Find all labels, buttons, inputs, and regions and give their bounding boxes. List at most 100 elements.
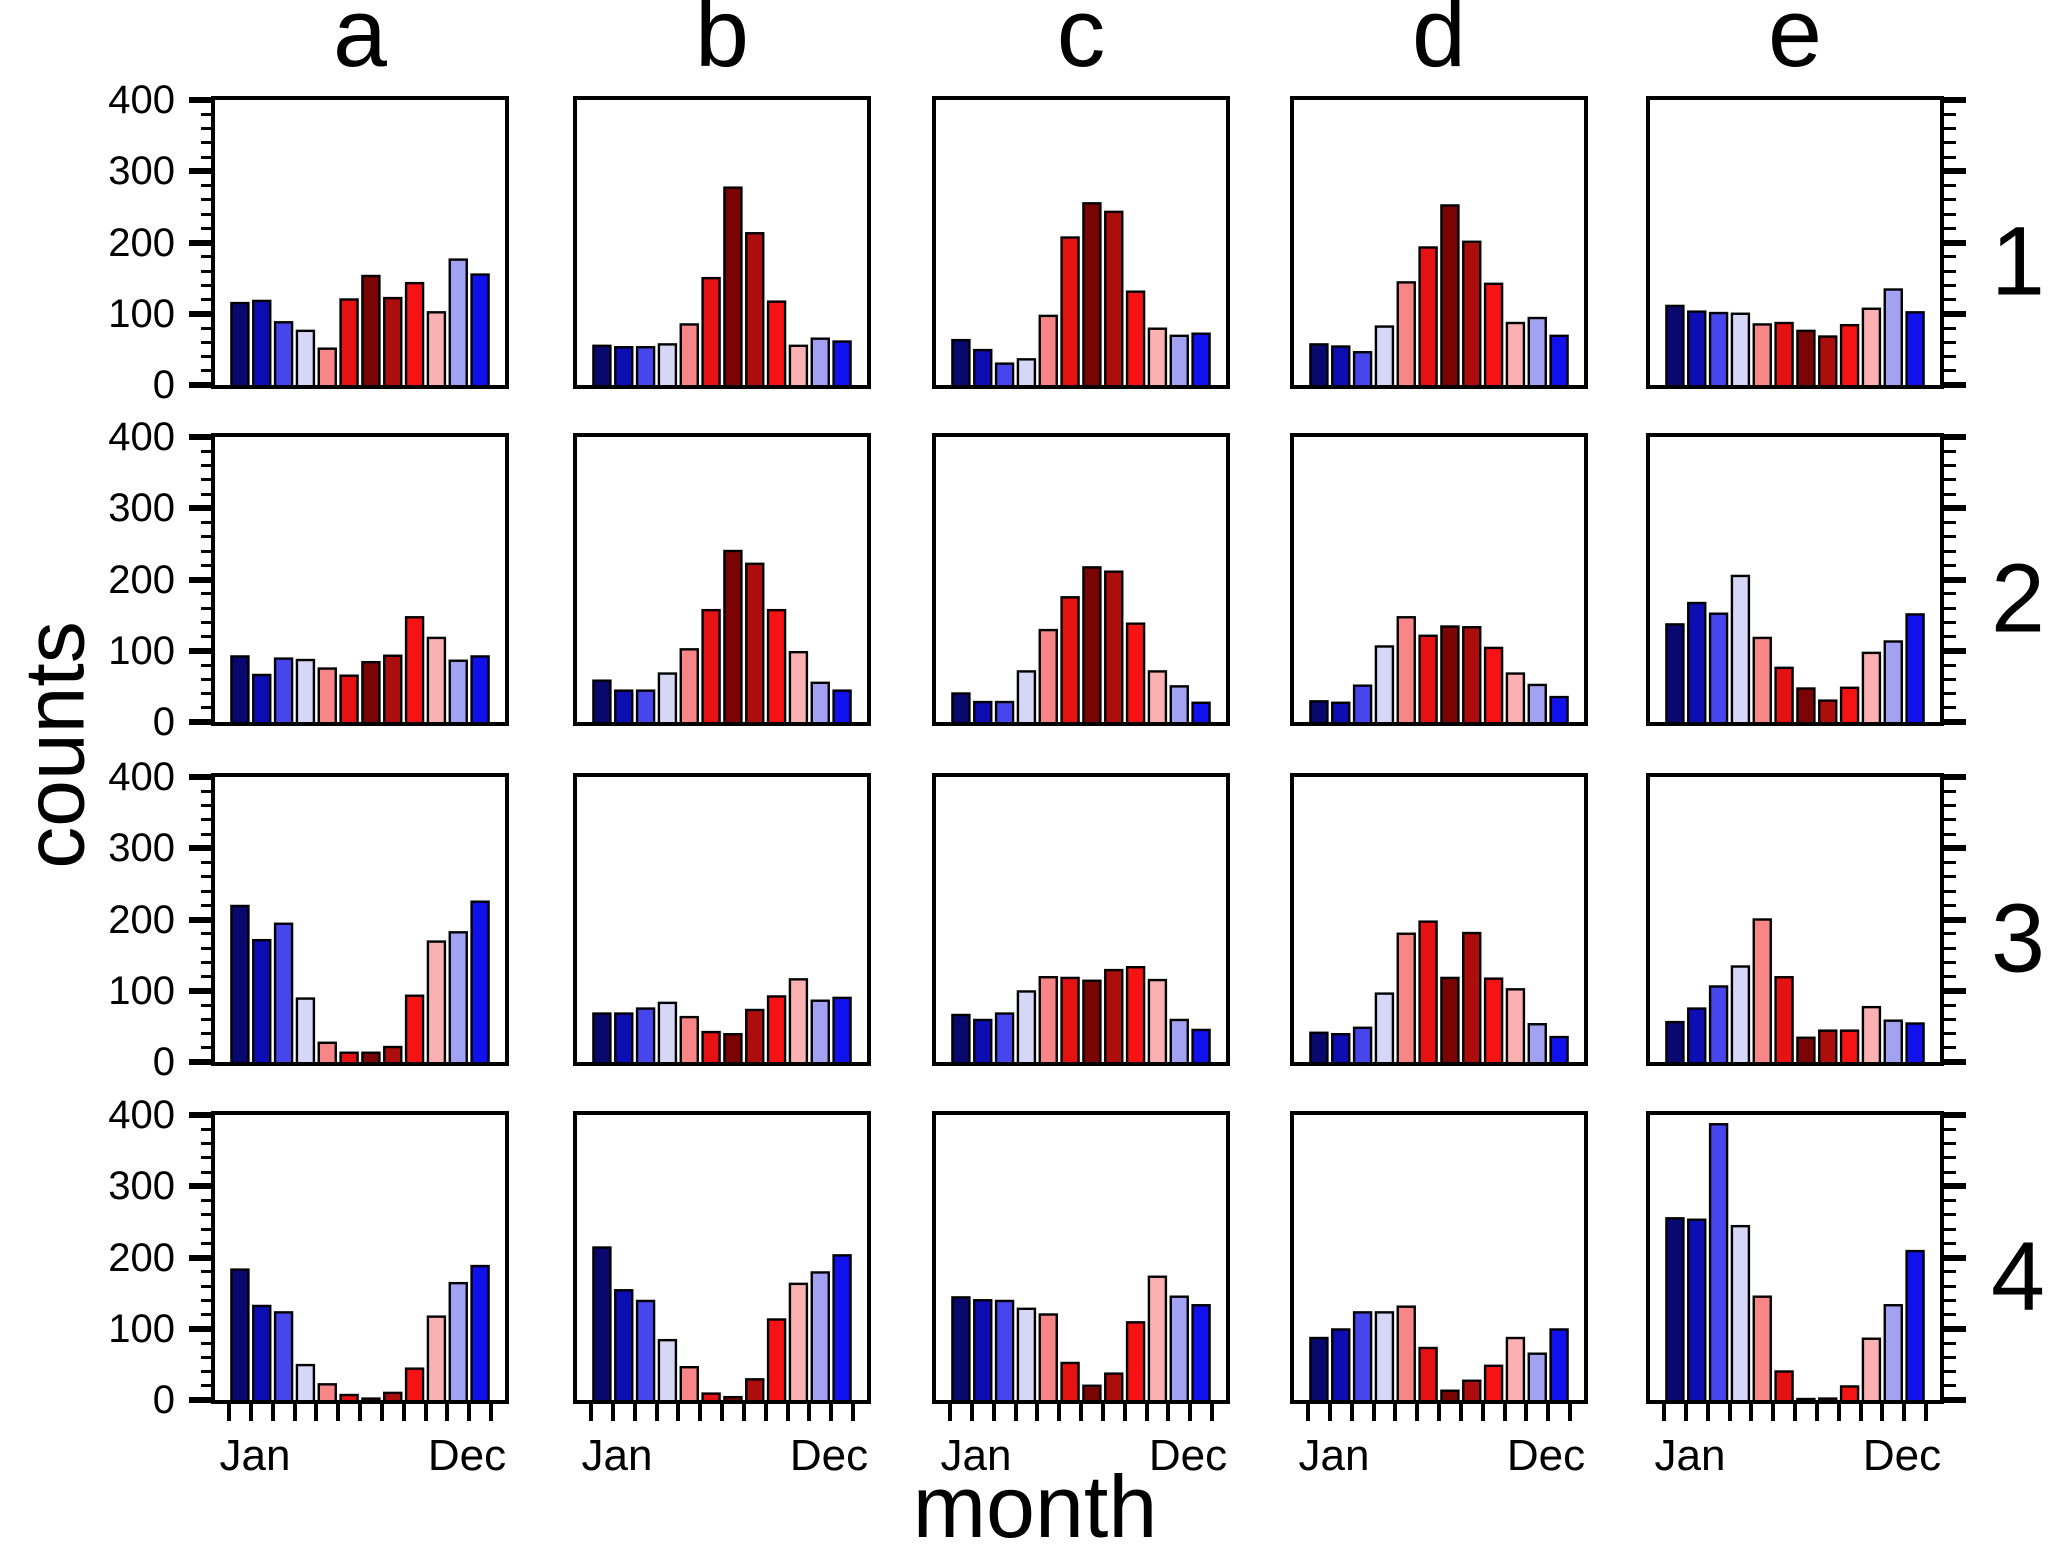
bar-a4-may (317, 1383, 337, 1400)
x-tick (467, 1404, 472, 1421)
bar-c4-jun (1060, 1361, 1080, 1400)
y-major-tick (1944, 1112, 1966, 1118)
y-minor-tick (201, 620, 215, 624)
column-title-b: b (695, 0, 749, 87)
bar-a4-oct (426, 1315, 447, 1400)
bar-a2-may (317, 667, 337, 722)
bar-a1-dec (470, 273, 490, 385)
x-tick (1349, 1404, 1354, 1421)
bar-d3-nov (1527, 1023, 1547, 1062)
y-minor-tick (201, 184, 215, 187)
y-minor-tick (1944, 492, 1956, 496)
bar-a3-jul (361, 1051, 381, 1062)
y-minor-tick (1944, 184, 1956, 187)
bar-c3-mar (994, 1012, 1015, 1062)
bar-d2-jun (1418, 634, 1438, 722)
bar-d2-apr (1374, 645, 1395, 722)
y-major-tick (1944, 1254, 1966, 1261)
bars-b4 (592, 1246, 852, 1400)
y-major-tick (1944, 434, 1966, 440)
bar-e2-sep (1839, 686, 1860, 722)
bar-e1-apr (1730, 312, 1751, 385)
y-minor-tick (1944, 1142, 1956, 1145)
bar-b2-jun (701, 608, 721, 722)
bar-e4-dec (1905, 1249, 1925, 1400)
y-tick-label: 100 (108, 291, 175, 336)
y-tick-label: 400 (108, 1093, 175, 1137)
x-tick (248, 1404, 253, 1421)
bar-a1-jan (230, 301, 250, 385)
y-minor-tick (201, 1032, 215, 1035)
y-major-tick (189, 434, 215, 440)
y-minor-tick (1944, 1213, 1956, 1217)
y-tick-label: 100 (108, 628, 175, 673)
x-tick (1371, 1404, 1376, 1421)
bar-d4-jul (1440, 1389, 1460, 1400)
bar-a3-aug (383, 1045, 403, 1062)
bar-a1-jul (361, 274, 381, 385)
subplot-d4 (1290, 1111, 1588, 1404)
y-minor-tick (201, 369, 215, 373)
y-minor-tick (1944, 1284, 1956, 1288)
x-tick (676, 1404, 681, 1421)
bar-c3-feb (973, 1018, 993, 1062)
y-major-tick (1944, 310, 1966, 317)
y-tick-label: 200 (108, 1235, 175, 1280)
y-minor-tick (1944, 549, 1956, 553)
x-tick (1727, 1404, 1732, 1421)
y-minor-tick (201, 932, 215, 936)
bar-d3-dec (1549, 1035, 1569, 1062)
y-minor-tick (201, 326, 215, 330)
x-tick (292, 1404, 297, 1421)
x-tick (1306, 1404, 1310, 1421)
y-minor-tick (201, 226, 215, 230)
x-tick (1749, 1404, 1754, 1421)
x-tick (1188, 1404, 1193, 1421)
bar-a4-jul (361, 1397, 381, 1400)
bar-d4-may (1396, 1305, 1416, 1400)
y-axis-title: counts (7, 621, 102, 869)
x-tick (948, 1404, 952, 1421)
y-minor-tick (201, 1384, 215, 1388)
x-tick (379, 1404, 384, 1421)
y-minor-tick (201, 1313, 215, 1316)
x-tick-label-jan: Jan (1654, 1431, 1726, 1480)
subplot-e3 (1646, 773, 1944, 1066)
bar-e3-jun (1774, 976, 1794, 1062)
y-minor-tick (1944, 1370, 1956, 1373)
bar-c2-dec (1191, 701, 1211, 722)
y-major-tick (1944, 774, 1966, 780)
y-minor-tick (1944, 1313, 1956, 1316)
bar-b3-dec (832, 996, 852, 1062)
bar-e2-mar (1708, 612, 1729, 722)
y-minor-tick (1944, 1156, 1956, 1160)
bar-d1-nov (1527, 316, 1547, 385)
bar-c4-jan (951, 1296, 971, 1400)
bar-b2-may (679, 648, 699, 722)
y-minor-tick (1944, 903, 1956, 907)
subplot-d3 (1290, 773, 1588, 1066)
bar-b4-dec (832, 1254, 852, 1400)
x-tick (1210, 1404, 1214, 1421)
bar-b1-jan (592, 344, 612, 385)
y-minor-tick (201, 692, 215, 695)
bar-b4-may (679, 1366, 699, 1400)
y-minor-tick (201, 1284, 215, 1288)
x-tick-label-jan: Jan (940, 1431, 1012, 1480)
bars-d4 (1309, 1305, 1569, 1400)
bar-b2-aug (745, 562, 765, 722)
x-tick (654, 1404, 659, 1421)
y-minor-tick (201, 212, 215, 216)
y-major-tick (1944, 987, 1966, 994)
bar-b2-apr (657, 672, 678, 722)
y-minor-tick (1944, 449, 1956, 453)
bar-a3-jun (339, 1051, 359, 1062)
bar-e4-may (1752, 1295, 1772, 1400)
y-major-tick (189, 310, 215, 317)
bar-a1-may (317, 347, 337, 385)
bars-e3 (1665, 918, 1925, 1062)
bar-a3-may (317, 1041, 337, 1062)
bar-d2-mar (1352, 684, 1373, 722)
y-tick-label: 100 (108, 1306, 175, 1351)
bar-d3-feb (1331, 1033, 1351, 1062)
